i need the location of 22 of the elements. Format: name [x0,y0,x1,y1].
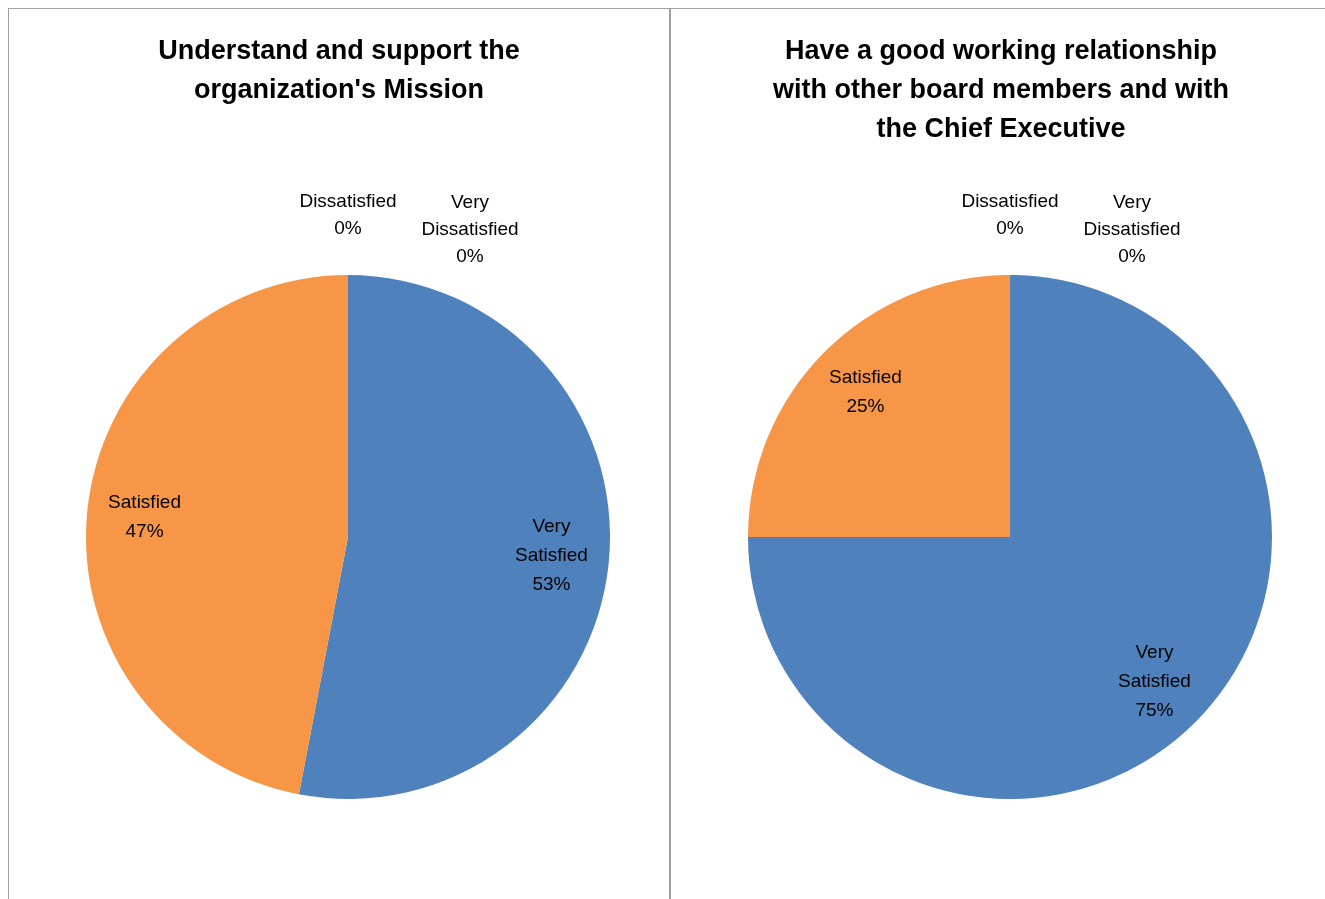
text: 0% [334,216,362,238]
category-label: Dissatisfied [961,189,1059,211]
pie-slice [748,275,1272,799]
slice-label: Satisfied [108,491,181,513]
slice-label: Very Satisfied [1118,640,1191,691]
text: 0% [1118,245,1146,267]
data-label: 47% [125,520,164,542]
chart-title: Have a good working relationship with other board members and with the Chief Executive [771,34,1230,145]
pie-slice [86,275,348,795]
data-label: 53% [532,573,571,595]
text: 0% [456,245,484,267]
chart-title: Understand and support the organization's Mission [157,34,521,106]
pie-slice [298,275,610,799]
category-label: Very Dissatisfied [421,191,519,240]
slice-label: Satisfied [829,366,902,388]
text: 0% [996,216,1024,238]
category-label: Dissatisfied [299,189,397,211]
pie-slice [748,275,1010,537]
category-label: Very Dissatisfied [1083,191,1181,240]
data-label: 25% [846,395,885,417]
data-label: 75% [1135,698,1174,720]
slice-label: Very Satisfied [515,515,588,566]
